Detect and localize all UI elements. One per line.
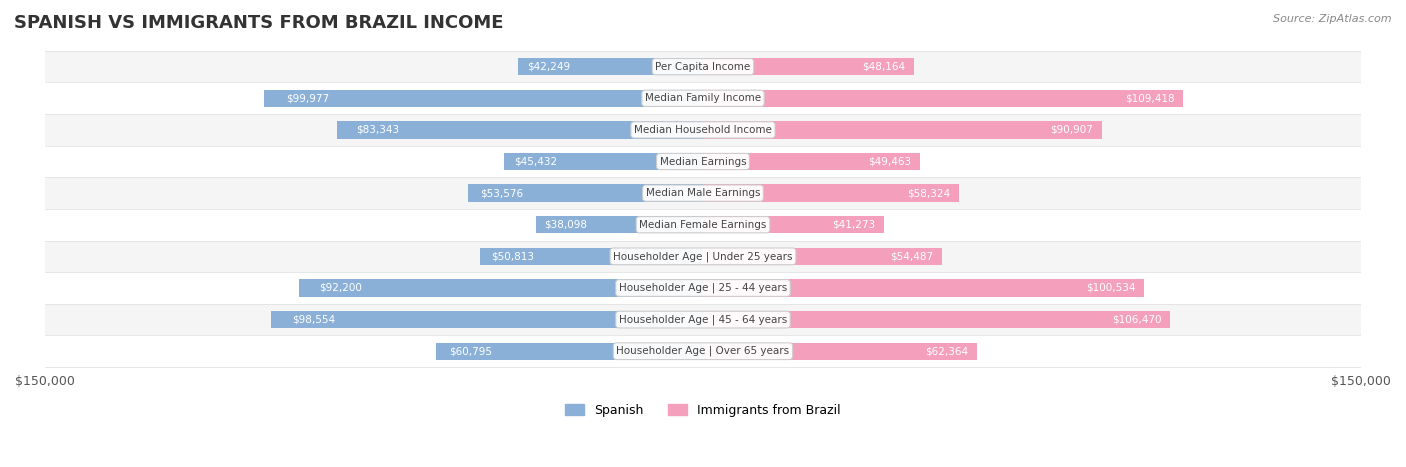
Bar <box>703 90 1182 107</box>
Bar <box>436 342 703 360</box>
Bar <box>45 177 1361 209</box>
Text: Householder Age | Over 65 years: Householder Age | Over 65 years <box>616 346 790 356</box>
Bar <box>45 83 1361 114</box>
Bar <box>703 342 977 360</box>
Bar <box>45 209 1361 241</box>
Bar <box>45 51 1361 83</box>
Bar <box>703 248 942 265</box>
Bar <box>479 248 703 265</box>
Text: Median Male Earnings: Median Male Earnings <box>645 188 761 198</box>
Text: Householder Age | 45 - 64 years: Householder Age | 45 - 64 years <box>619 314 787 325</box>
Bar <box>703 58 914 75</box>
Bar <box>703 184 959 202</box>
Bar <box>45 272 1361 304</box>
Bar <box>503 153 703 170</box>
Text: $38,098: $38,098 <box>544 220 588 230</box>
Bar <box>703 311 1170 328</box>
Bar <box>45 335 1361 367</box>
Text: $90,907: $90,907 <box>1050 125 1092 135</box>
Text: Median Household Income: Median Household Income <box>634 125 772 135</box>
Text: Householder Age | Under 25 years: Householder Age | Under 25 years <box>613 251 793 262</box>
Text: $98,554: $98,554 <box>292 315 336 325</box>
Bar <box>703 279 1144 297</box>
Text: $58,324: $58,324 <box>907 188 950 198</box>
Text: Householder Age | 25 - 44 years: Householder Age | 25 - 44 years <box>619 283 787 293</box>
Bar <box>337 121 703 139</box>
Text: Median Family Income: Median Family Income <box>645 93 761 103</box>
Text: SPANISH VS IMMIGRANTS FROM BRAZIL INCOME: SPANISH VS IMMIGRANTS FROM BRAZIL INCOME <box>14 14 503 32</box>
Bar <box>703 216 884 234</box>
Text: Per Capita Income: Per Capita Income <box>655 62 751 71</box>
Text: $99,977: $99,977 <box>287 93 329 103</box>
Text: $106,470: $106,470 <box>1112 315 1161 325</box>
Text: $60,795: $60,795 <box>450 346 492 356</box>
Text: $50,813: $50,813 <box>491 251 534 262</box>
Text: Median Female Earnings: Median Female Earnings <box>640 220 766 230</box>
Text: $45,432: $45,432 <box>513 156 557 167</box>
Text: $49,463: $49,463 <box>868 156 911 167</box>
Text: $54,487: $54,487 <box>890 251 934 262</box>
Bar <box>45 114 1361 146</box>
Text: $83,343: $83,343 <box>356 125 399 135</box>
Text: Median Earnings: Median Earnings <box>659 156 747 167</box>
Bar <box>298 279 703 297</box>
Text: $109,418: $109,418 <box>1125 93 1174 103</box>
Bar <box>703 121 1102 139</box>
Text: $53,576: $53,576 <box>479 188 523 198</box>
Legend: Spanish, Immigrants from Brazil: Spanish, Immigrants from Brazil <box>560 399 846 422</box>
Bar <box>45 304 1361 335</box>
Text: $42,249: $42,249 <box>527 62 569 71</box>
Text: $62,364: $62,364 <box>925 346 967 356</box>
Bar <box>45 146 1361 177</box>
Text: Source: ZipAtlas.com: Source: ZipAtlas.com <box>1274 14 1392 24</box>
Text: $100,534: $100,534 <box>1085 283 1135 293</box>
Bar <box>264 90 703 107</box>
Bar <box>517 58 703 75</box>
Text: $92,200: $92,200 <box>319 283 361 293</box>
Text: $41,273: $41,273 <box>832 220 876 230</box>
Bar <box>536 216 703 234</box>
Bar <box>270 311 703 328</box>
Bar <box>468 184 703 202</box>
Text: $48,164: $48,164 <box>862 62 905 71</box>
Bar <box>45 241 1361 272</box>
Bar <box>703 153 920 170</box>
